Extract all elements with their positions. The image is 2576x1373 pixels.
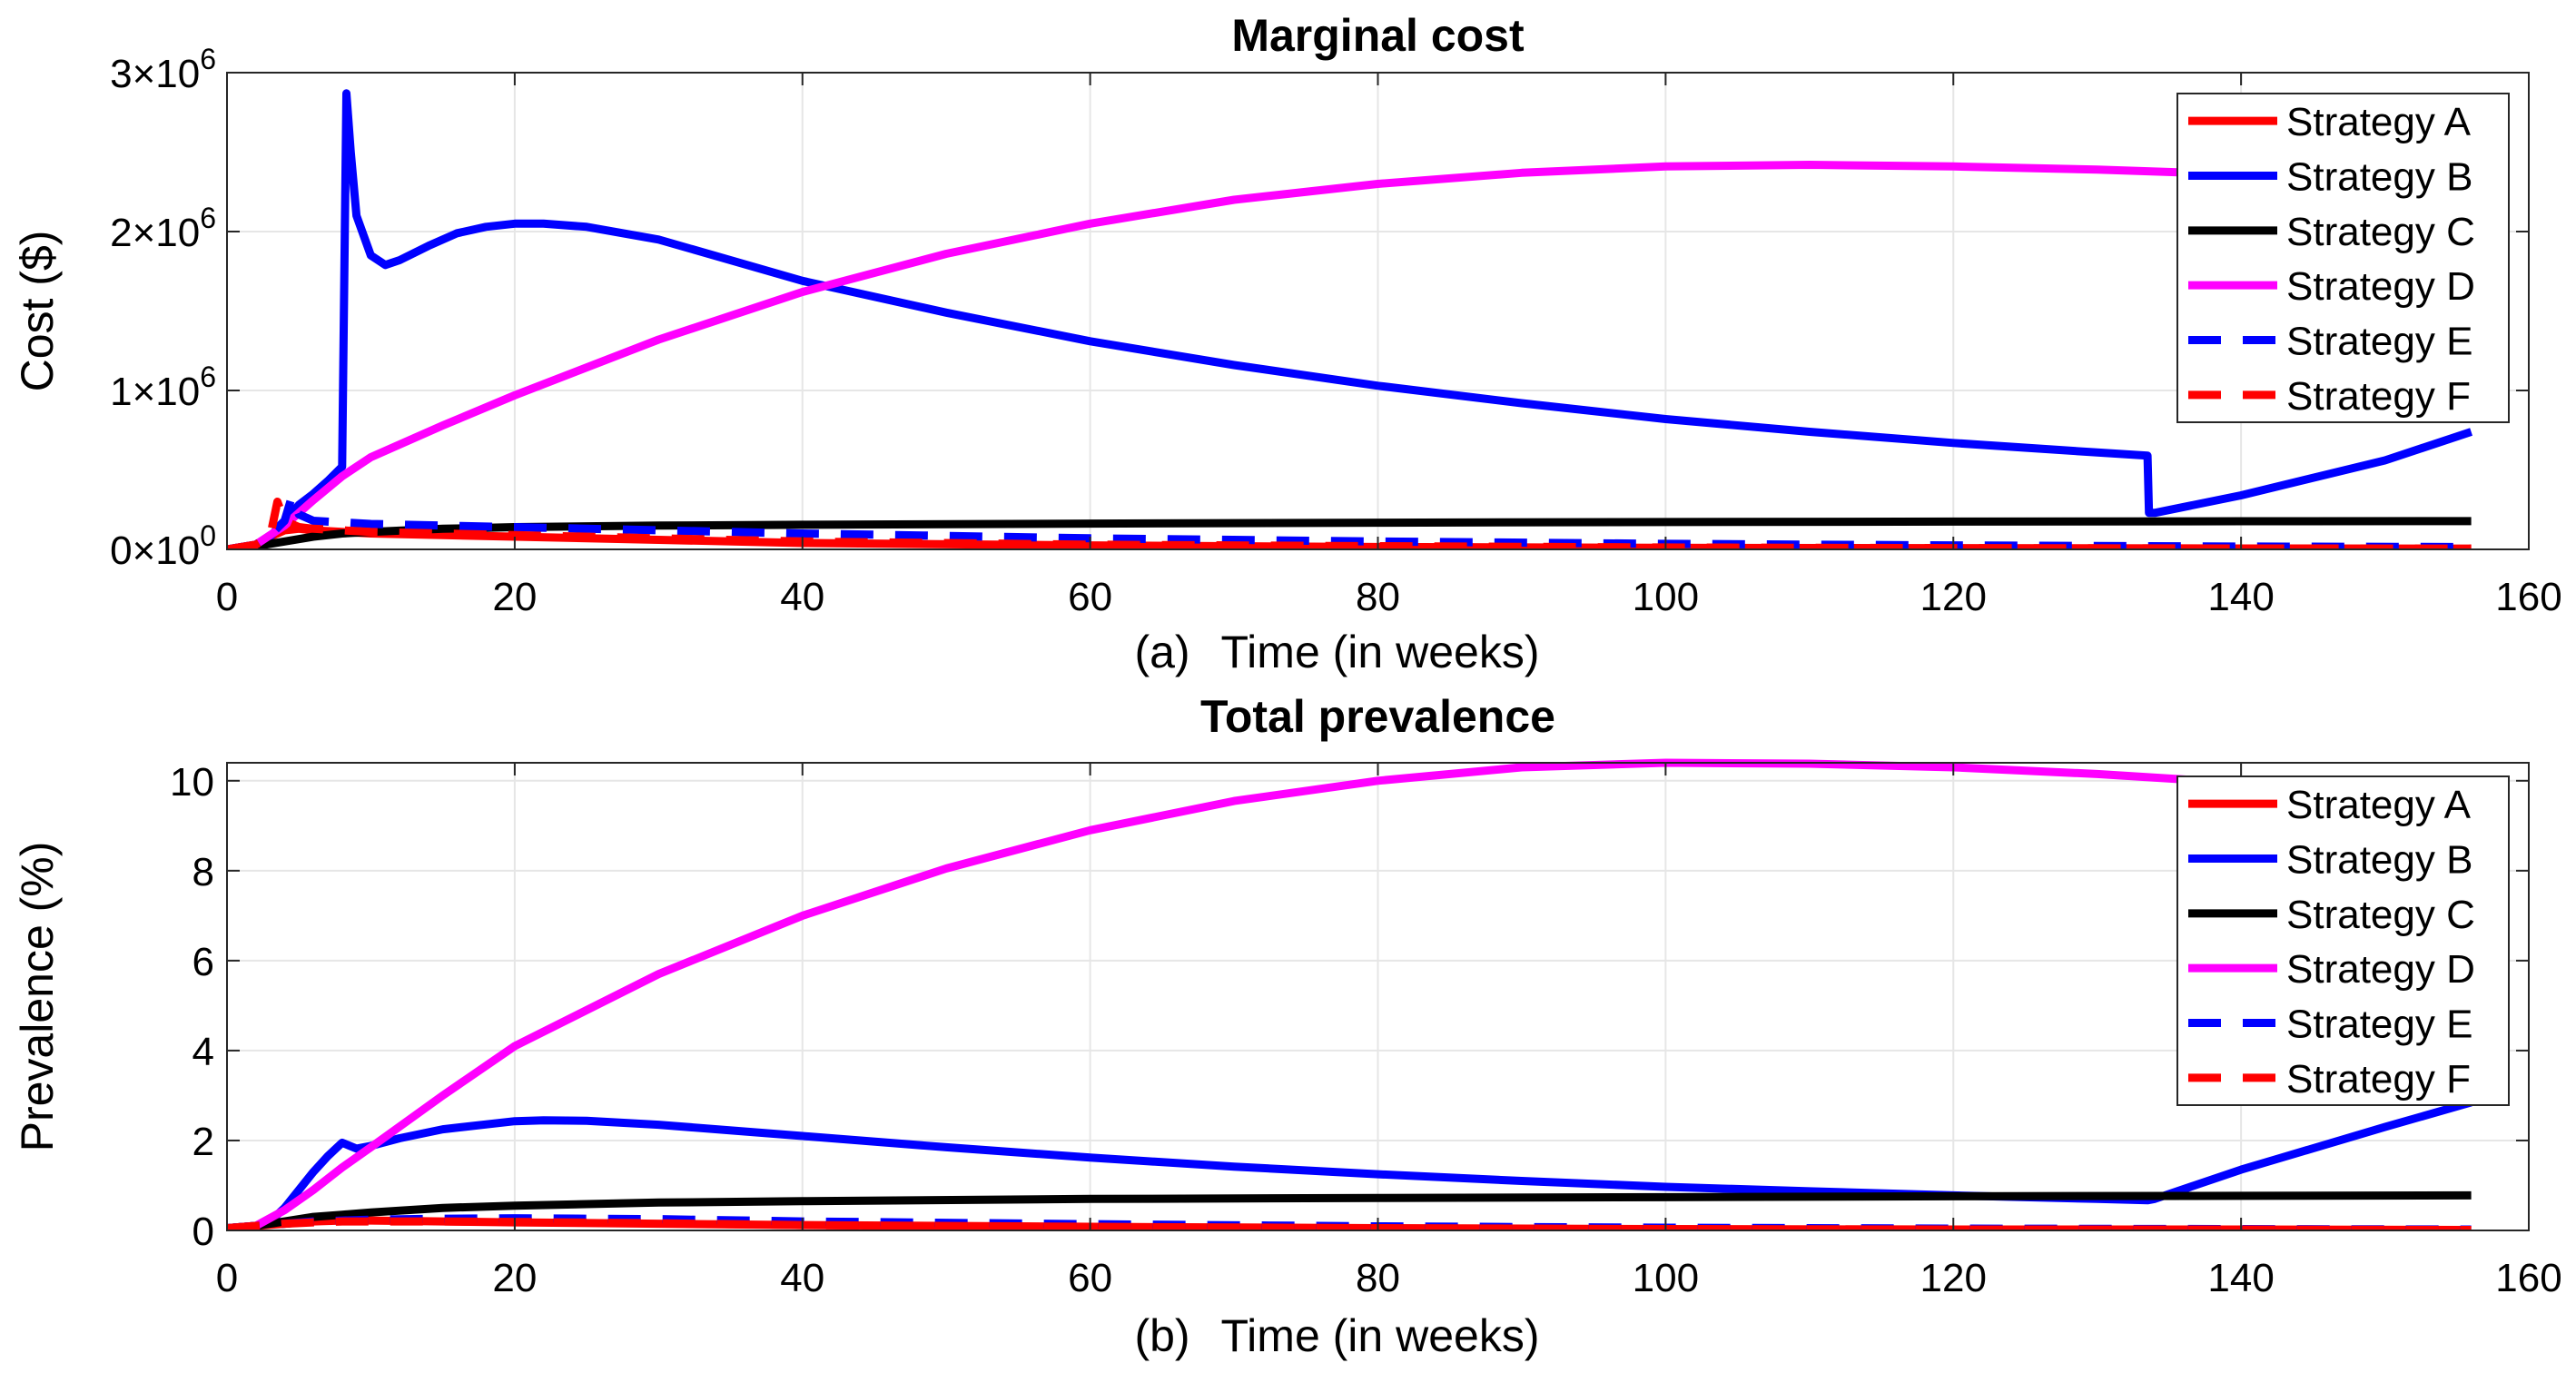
y-tick-exponent: 6: [200, 361, 216, 393]
chart-title: Total prevalence: [1200, 691, 1555, 742]
series-line-strategy-f: [227, 1217, 2472, 1230]
y-tick-mantissa: 3: [110, 52, 132, 96]
y-tick-label: 10: [170, 760, 214, 805]
y-tick-label: 2: [192, 1120, 214, 1164]
legend-box: [2176, 775, 2510, 1106]
y-tick-label: 4: [192, 1030, 214, 1074]
y-tick-label: 6: [192, 940, 214, 984]
y-tick-label: 8: [192, 850, 214, 894]
legend-box: [2176, 93, 2510, 423]
x-tick-label: 60: [1068, 575, 1112, 619]
legend-label: Strategy B: [2286, 838, 2472, 883]
chart-panel-a: 0 20 40 60 80 100 120 140 1600×1001×1062×1063×10…: [12, 10, 2562, 677]
series-group: [227, 758, 2472, 1230]
series-line-strategy-b: [227, 89, 2473, 549]
x-axis-label: Time (in weeks): [1221, 627, 1540, 677]
x-tick-label: 120: [1920, 1256, 1987, 1300]
x-tick-label: 100: [1633, 575, 1699, 619]
y-tick-times: ×10: [133, 528, 201, 573]
y-tick-times: ×10: [133, 370, 201, 414]
y-tick-label: 3×106: [110, 43, 216, 96]
legend-label: Strategy A: [2286, 783, 2472, 827]
legend-label: Strategy D: [2286, 947, 2475, 992]
legend-label: Strategy C: [2286, 893, 2475, 937]
y-tick-times: ×10: [133, 211, 201, 255]
y-tick-mantissa: 2: [110, 211, 132, 255]
legend-label: Strategy F: [2286, 1057, 2471, 1101]
x-tick-label: 0: [216, 575, 238, 619]
x-tick-label: 40: [780, 575, 824, 619]
x-tick-label: 80: [1356, 575, 1400, 619]
series-line-strategy-d: [227, 161, 2314, 549]
y-tick-label: 0: [192, 1210, 214, 1254]
x-tick-label: 100: [1633, 1256, 1699, 1300]
x-axis-label: Time (in weeks): [1221, 1310, 1540, 1361]
y-tick-times: ×10: [133, 52, 201, 96]
x-tick-label: 140: [2207, 575, 2274, 619]
legend: Strategy A Strategy B Strategy C Strategy D…: [2176, 93, 2510, 423]
panel-label: (a): [1134, 627, 1189, 677]
legend-label: Strategy B: [2286, 155, 2472, 200]
chart-title: Marginal cost: [1231, 10, 1525, 61]
series-line-strategy-d: [227, 758, 2314, 1230]
y-tick-exponent: 6: [200, 202, 216, 234]
x-tick-label: 60: [1068, 1256, 1112, 1300]
legend-label: Strategy D: [2286, 264, 2475, 309]
x-tick-label: 120: [1920, 575, 1987, 619]
x-tick-label: 160: [2495, 1256, 2561, 1300]
x-tick-label: 0: [216, 1256, 238, 1300]
x-tick-label: 40: [780, 1256, 824, 1300]
legend-label: Strategy C: [2286, 210, 2475, 254]
y-tick-label: 1×106: [110, 361, 216, 414]
legend-label: Strategy A: [2286, 100, 2472, 144]
x-tick-label: 160: [2495, 575, 2561, 619]
y-tick-exponent: 6: [200, 43, 216, 75]
x-tick-label: 20: [492, 1256, 537, 1300]
legend-label: Strategy E: [2286, 1003, 2472, 1047]
y-tick-mantissa: 1: [110, 370, 132, 414]
x-tick-label: 140: [2207, 1256, 2274, 1300]
y-tick-label: 2×106: [110, 202, 216, 255]
y-tick-label: 0×100: [110, 519, 216, 573]
legend-label: Strategy F: [2286, 374, 2471, 419]
legend-label: Strategy E: [2286, 320, 2472, 364]
chart-panel-b: 0 20 40 60 80 100 120 140 160 0 2 4 6 8 10 Total preval…: [12, 691, 2562, 1361]
legend: Strategy A Strategy B Strategy C Strategy D…: [2176, 775, 2510, 1106]
x-tick-label: 80: [1356, 1256, 1400, 1300]
x-tick-label: 20: [492, 575, 537, 619]
y-axis-label: Prevalence (%): [12, 842, 63, 1152]
panel-label: (b): [1134, 1310, 1189, 1361]
y-tick-mantissa: 0: [110, 528, 132, 573]
y-tick-exponent: 0: [200, 519, 216, 552]
y-axis-label: Cost ($): [12, 231, 63, 392]
